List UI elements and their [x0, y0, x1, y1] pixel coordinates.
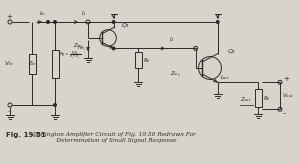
- Circle shape: [54, 21, 56, 23]
- Text: $Z_{in}$: $Z_{in}$: [28, 59, 36, 68]
- Text: $Q_1$: $Q_1$: [121, 22, 130, 30]
- Circle shape: [112, 47, 115, 50]
- Text: $Z_{in_1}$: $Z_{in_1}$: [73, 41, 83, 51]
- Text: –: –: [7, 108, 11, 114]
- Text: $I_{in}$: $I_{in}$: [39, 9, 45, 18]
- Circle shape: [54, 104, 56, 106]
- Text: Fig. 19.51: Fig. 19.51: [6, 132, 46, 138]
- Text: Darlington Amplifier Circuit of Fig. 19.50 Redrawn For
             Determinatio: Darlington Amplifier Circuit of Fig. 19.…: [32, 132, 196, 143]
- Bar: [52, 50, 58, 78]
- Text: $I_2$: $I_2$: [169, 35, 175, 44]
- Text: $R_E$: $R_E$: [263, 94, 271, 103]
- Text: +: +: [6, 14, 12, 20]
- Bar: [254, 89, 262, 107]
- Text: $R_B = \frac{R_1 R_2}{R_1+R_2}$: $R_B = \frac{R_1 R_2}{R_1+R_2}$: [59, 49, 81, 62]
- Text: $h_{fe_2}$: $h_{fe_2}$: [77, 43, 87, 53]
- Text: $I_1$: $I_1$: [81, 9, 87, 18]
- Text: $R_E$: $R_E$: [143, 56, 151, 65]
- Text: $Z_{out}$: $Z_{out}$: [240, 96, 252, 104]
- Text: $V_{out}$: $V_{out}$: [282, 91, 294, 100]
- Text: –: –: [283, 110, 286, 116]
- Text: $Q_2$: $Q_2$: [227, 48, 236, 56]
- Text: +: +: [283, 76, 289, 82]
- Text: $I_{out}$: $I_{out}$: [220, 73, 230, 82]
- Circle shape: [216, 21, 219, 23]
- Bar: [28, 53, 35, 73]
- Circle shape: [112, 21, 115, 23]
- Text: $V_{in}$: $V_{in}$: [4, 59, 14, 68]
- Circle shape: [47, 21, 49, 23]
- Bar: [134, 52, 142, 68]
- Text: $Z_{in_2}$: $Z_{in_2}$: [170, 69, 180, 79]
